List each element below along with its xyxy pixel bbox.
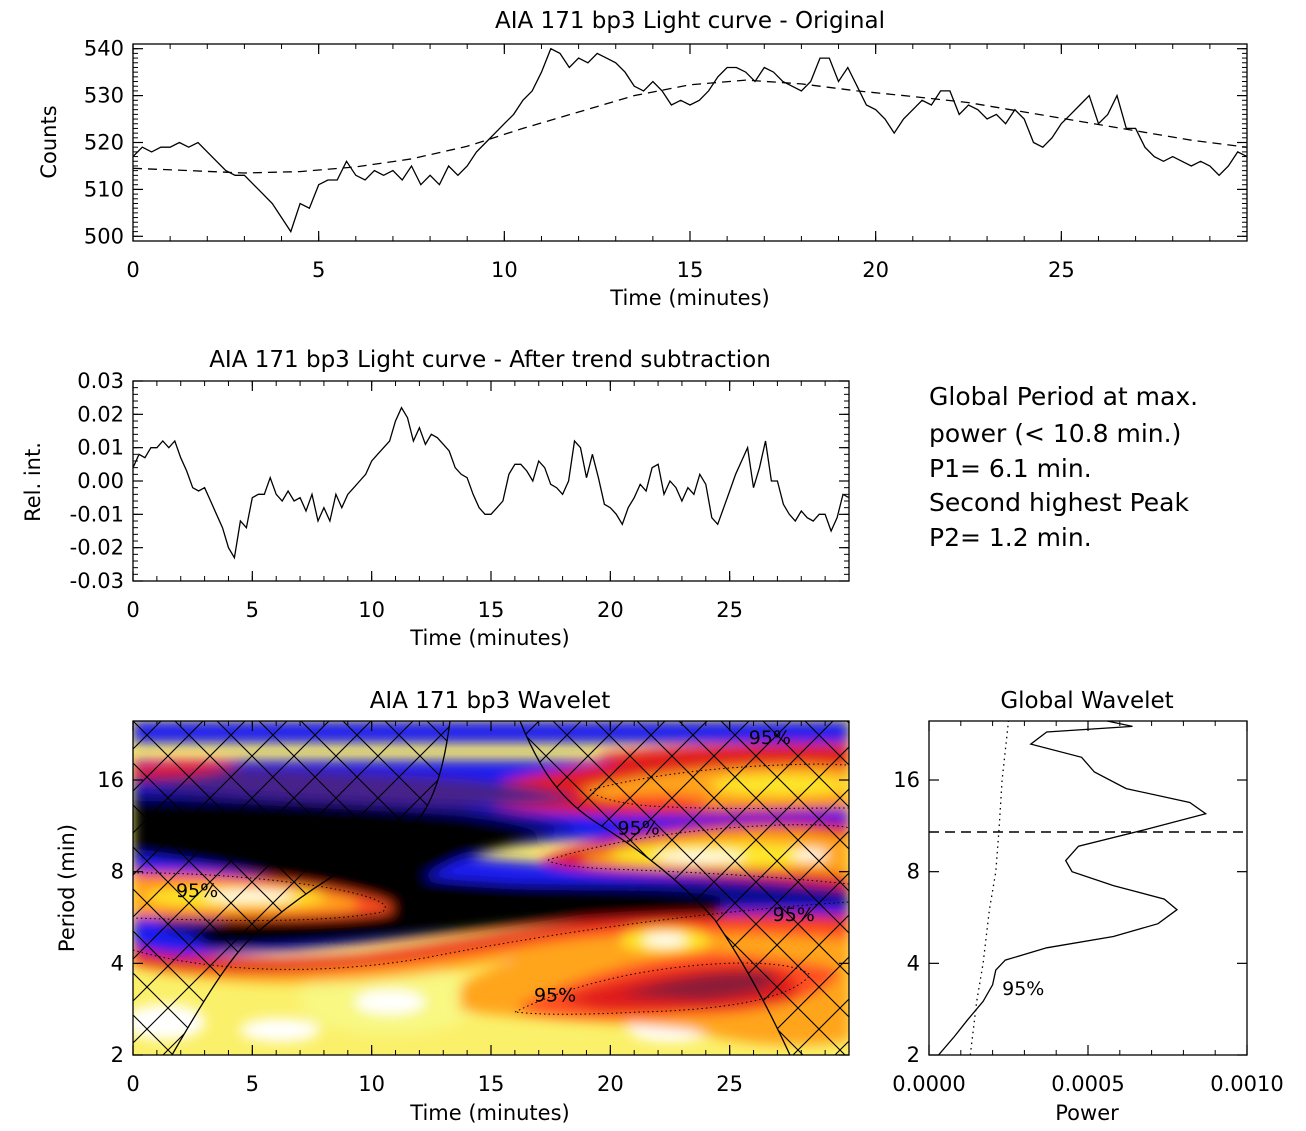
significance-label: 95%	[534, 984, 576, 1006]
info-line-1: Global Period at max.	[929, 382, 1198, 411]
x-tick-label: 25	[716, 1072, 743, 1096]
y-tick-label: 16	[97, 768, 124, 792]
y-tick-label: 4	[111, 951, 124, 975]
y-tick-label: 500	[84, 224, 124, 248]
x-tick-label: 20	[862, 258, 889, 282]
y-tick-label: 2	[907, 1043, 920, 1067]
detrended-title: AIA 171 bp3 Light curve - After trend su…	[209, 347, 771, 373]
cone-of-influence	[133, 721, 450, 1055]
significance-label: 95%	[1002, 978, 1044, 1000]
wavelet-ylabel: Period (min)	[55, 824, 79, 952]
y-tick-label: 8	[111, 860, 124, 884]
cone-of-influence-edge	[519, 721, 791, 1055]
y-tick-label: 4	[907, 951, 920, 975]
wavelet-annotations: 95% 95% 95% 95% 95%	[176, 727, 815, 1006]
detrended-ylabel: Rel. int.	[21, 442, 45, 522]
x-tick-label: 15	[478, 598, 505, 622]
original-plot-frame	[132, 43, 1248, 242]
x-tick-label: 15	[478, 1072, 505, 1096]
original-xlabel: Time (minutes)	[609, 286, 769, 310]
original-dashed-line	[133, 79, 1247, 174]
significance-label: 95%	[617, 817, 659, 839]
x-tick-label: 0.0010	[1210, 1072, 1283, 1096]
wavelet-blob	[360, 870, 730, 922]
original-panel: AIA 171 bp3 Light curve - Original 0 5 10 1…	[37, 8, 1248, 310]
detrended-panel: AIA 171 bp3 Light curve - After trend su…	[21, 347, 850, 650]
info-block: Global Period at max. power (< 10.8 min.…	[929, 382, 1198, 552]
x-tick-label: 5	[312, 258, 325, 282]
y-tick-label: 510	[84, 177, 124, 201]
y-tick-label: 8	[907, 860, 920, 884]
x-tick-label: 20	[597, 598, 624, 622]
detrended-plot-frame	[132, 380, 850, 582]
y-tick-label: 0.00	[77, 469, 124, 493]
x-tick-label: 25	[1048, 258, 1075, 282]
info-line-3: P1= 6.1 min.	[929, 454, 1092, 483]
global-title: Global Wavelet	[1000, 688, 1173, 714]
x-tick-label: 10	[358, 1072, 385, 1096]
wavelet-axes: 0 5 10 15 20 25 2 4 8 16	[97, 721, 850, 1096]
wavelet-blob	[643, 934, 687, 946]
wavelet-blob	[620, 971, 775, 1000]
y-tick-label: 16	[893, 768, 920, 792]
x-tick-label: 10	[358, 598, 385, 622]
global-solid-line	[938, 721, 1208, 1055]
x-tick-label: 5	[246, 598, 259, 622]
y-tick-label: -0.02	[70, 536, 124, 560]
significance-label: 95%	[773, 904, 815, 926]
original-solid-line	[133, 47, 1247, 234]
global-panel: Global Wavelet 95% 0.0000 0.0005 0.0010 2 4 8…	[892, 688, 1283, 1125]
significance-label: 95%	[749, 727, 791, 749]
y-tick-label: 540	[84, 37, 124, 61]
global-series: 95%	[929, 721, 1247, 1055]
x-tick-label: 25	[716, 598, 743, 622]
x-tick-label: 0	[126, 598, 139, 622]
x-tick-label: 20	[597, 1072, 624, 1096]
detrended-xlabel: Time (minutes)	[409, 626, 569, 650]
detrended-series	[133, 406, 849, 560]
x-tick-label: 0	[126, 1072, 139, 1096]
y-tick-label: 520	[84, 131, 124, 155]
y-tick-label: 0.01	[77, 436, 124, 460]
global-xlabel: Power	[1055, 1101, 1119, 1125]
original-series	[133, 47, 1247, 234]
y-tick-label: -0.03	[70, 569, 124, 593]
x-tick-label: 10	[491, 258, 518, 282]
x-tick-label: 0.0000	[892, 1072, 965, 1096]
wavelet-blob	[133, 901, 849, 973]
global-axes: 0.0000 0.0005 0.0010 2 4 8 16	[892, 721, 1284, 1096]
y-tick-label: -0.01	[70, 502, 124, 526]
y-tick-label: 530	[84, 84, 124, 108]
original-title: AIA 171 bp3 Light curve - Original	[495, 8, 885, 34]
x-tick-label: 0	[126, 258, 139, 282]
wavelet-heatmap	[133, 721, 849, 1055]
wavelet-title: AIA 171 bp3 Wavelet	[370, 688, 611, 714]
x-tick-label: 5	[246, 1072, 259, 1096]
cone-of-influence-edge	[171, 721, 451, 1055]
wavelet-xlabel: Time (minutes)	[409, 1101, 569, 1125]
wavelet-blob	[355, 990, 425, 1014]
info-line-2: power (< 10.8 min.)	[929, 419, 1181, 448]
y-tick-label: 0.02	[77, 402, 124, 426]
global-dotted-line	[969, 721, 1010, 1055]
y-tick-label: 2	[111, 1043, 124, 1067]
wavelet-blob	[240, 1018, 320, 1042]
x-tick-label: 0.0005	[1051, 1072, 1124, 1096]
significance-contour	[547, 824, 849, 885]
significance-label: 95%	[176, 880, 218, 902]
y-tick-label: 0.03	[77, 369, 124, 393]
x-tick-label: 15	[677, 258, 704, 282]
significance-contour	[589, 763, 849, 809]
original-ylabel: Counts	[37, 105, 61, 178]
info-line-5: P2= 1.2 min.	[929, 523, 1092, 552]
detrended-line	[133, 406, 849, 560]
detrended-axes: 0 5 10 15 20 25 0.03 0.02 0.01 0.00 -0.01 -0.02 -0.0…	[70, 369, 850, 622]
wavelet-panel: AIA 171 bp3 Wavelet	[55, 688, 850, 1125]
info-line-4: Second highest Peak	[929, 488, 1189, 517]
